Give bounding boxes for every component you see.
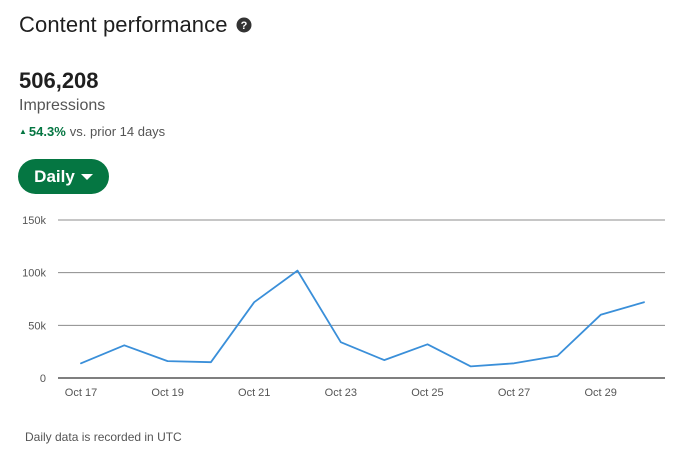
x-tick-label: Oct 27 <box>498 387 530 399</box>
change-indicator: ▲ 54.3% vs. prior 14 days <box>19 124 165 139</box>
x-tick-label: Oct 23 <box>325 387 357 399</box>
y-tick-label: 0 <box>40 373 46 385</box>
impressions-value: 506,208 <box>19 68 99 93</box>
data-point[interactable] <box>251 299 257 305</box>
data-point[interactable] <box>208 359 214 365</box>
data-point[interactable] <box>598 312 604 318</box>
data-point[interactable] <box>338 339 344 345</box>
series-line <box>80 269 645 368</box>
x-tick-label: Oct 17 <box>65 387 97 399</box>
change-text: vs. prior 14 days <box>69 124 166 139</box>
data-point[interactable] <box>121 342 127 348</box>
up-triangle-icon: ▲ <box>19 127 27 136</box>
x-tick-label: Oct 25 <box>411 387 443 399</box>
data-point[interactable] <box>165 358 171 364</box>
data-point[interactable] <box>424 341 430 347</box>
data-point[interactable] <box>511 360 517 366</box>
y-tick-label: 50k <box>28 320 46 332</box>
y-tick-label: 100k <box>22 268 46 280</box>
x-tick-label: Oct 19 <box>151 387 183 399</box>
data-point[interactable] <box>381 357 387 363</box>
interval-dropdown-button[interactable]: Daily <box>18 159 109 194</box>
data-point[interactable] <box>78 360 84 366</box>
x-tick-label: Oct 29 <box>584 387 616 399</box>
impressions-label: Impressions <box>19 97 106 114</box>
data-point[interactable] <box>641 299 647 305</box>
interval-dropdown-label: Daily <box>34 166 75 186</box>
page-title: Content performance <box>19 12 228 37</box>
data-point[interactable] <box>295 268 301 274</box>
impressions-line-chart: 0 50k 100k 150k Oct 17 Oct 19 Oct 21 Oct 23 Oct … <box>22 215 665 399</box>
data-point[interactable] <box>468 363 474 369</box>
footer-note: Daily data is recorded in UTC <box>25 430 182 444</box>
x-tick-label: Oct 21 <box>238 387 270 399</box>
header: Content performance ? <box>19 12 252 38</box>
question-circle-icon[interactable]: ? <box>236 17 252 33</box>
change-percent: 54.3% <box>28 124 66 139</box>
y-tick-label: 150k <box>22 215 46 227</box>
svg-text:?: ? <box>240 20 247 32</box>
data-point[interactable] <box>554 353 560 359</box>
caret-down-icon <box>80 173 93 180</box>
